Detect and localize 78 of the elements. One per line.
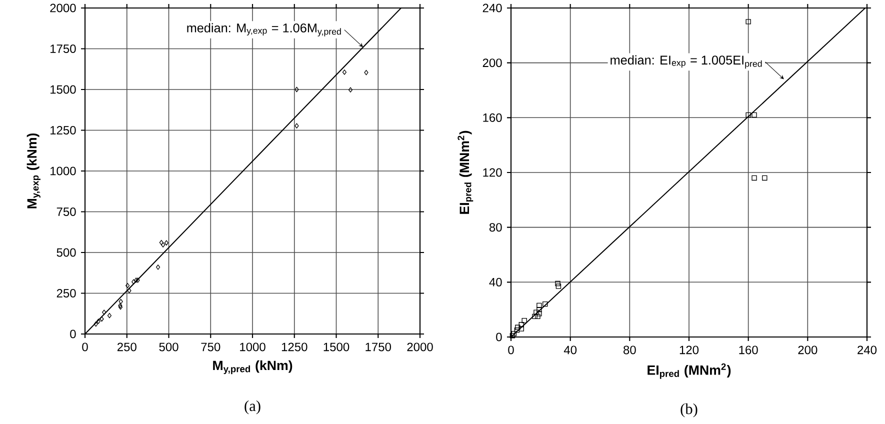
x-axis-title: M$_{y,pred}$ (kNm) xyxy=(213,360,292,374)
annotation: median: M$_{y,exp}$ = 1.06M$_{y,pred}$ xyxy=(187,23,341,36)
point xyxy=(342,70,346,75)
x-tick-label: 250 xyxy=(117,342,136,352)
y-tick-label: 120 xyxy=(483,168,502,177)
y-tick-label: 1000 xyxy=(50,166,76,176)
x-tick-label: 160 xyxy=(739,346,758,354)
x-tick-label: 750 xyxy=(201,342,220,352)
point xyxy=(102,310,106,315)
point xyxy=(535,314,540,320)
x-axis-title: EI$_{pred}$ (MNm$^{2}$) xyxy=(648,363,731,379)
x-tick-label: 1250 xyxy=(282,342,308,352)
x-tick-label: 1500 xyxy=(324,342,350,352)
x-tick-label: 1750 xyxy=(366,342,392,352)
point xyxy=(515,324,520,330)
y-tick-label: 1750 xyxy=(50,44,76,53)
point xyxy=(294,123,299,128)
point xyxy=(542,301,548,307)
y-tick-label: 80 xyxy=(489,223,502,232)
point xyxy=(161,242,166,248)
point xyxy=(746,112,751,118)
x-tick-label: 200 xyxy=(798,346,818,354)
point xyxy=(136,278,140,283)
y-tick-label: 750 xyxy=(56,207,76,216)
point xyxy=(348,87,353,92)
y-axis-title: EI$_{pred}$ (MNm$^{2}$) xyxy=(458,130,474,214)
point xyxy=(522,318,527,324)
point xyxy=(536,302,542,308)
x-tick-label: 80 xyxy=(624,346,636,354)
x-tick-label: 40 xyxy=(564,346,577,354)
x-tick-label: 120 xyxy=(680,346,699,354)
point xyxy=(518,326,524,332)
point xyxy=(556,284,562,289)
point xyxy=(536,306,542,312)
point xyxy=(536,311,542,316)
y-tick-label: 160 xyxy=(483,113,502,122)
point xyxy=(752,112,757,118)
point xyxy=(294,86,299,92)
annotation: median: EI$_{exp}$ = 1.005EI$_{pred}$ xyxy=(610,55,762,69)
point xyxy=(94,321,98,327)
point xyxy=(746,19,751,24)
point xyxy=(555,280,560,286)
point xyxy=(96,318,100,324)
point xyxy=(100,316,104,322)
point xyxy=(118,298,123,304)
point xyxy=(164,240,168,246)
x-tick-label: 500 xyxy=(159,342,178,352)
point xyxy=(514,328,520,333)
x-tick-label: 0 xyxy=(508,346,514,354)
x-tick-label: 240 xyxy=(858,346,877,354)
x-tick-label: 1000 xyxy=(240,342,266,352)
x-tick-label: 2000 xyxy=(407,342,433,352)
y-tick-label: 250 xyxy=(56,288,76,298)
y-tick-label: 1250 xyxy=(50,126,76,134)
point xyxy=(518,322,524,328)
point xyxy=(364,70,368,76)
y-tick-label: 40 xyxy=(489,278,502,286)
point xyxy=(762,175,768,181)
text: (a) xyxy=(244,400,260,414)
point xyxy=(107,312,112,318)
y-tick-label: 500 xyxy=(56,248,76,257)
point xyxy=(126,282,130,288)
y-tick-label: 200 xyxy=(482,58,502,68)
point xyxy=(156,264,160,270)
y-tick-label: 0 xyxy=(70,330,76,338)
point xyxy=(127,288,132,294)
point xyxy=(534,310,539,315)
y-tick-label: 0 xyxy=(496,332,502,342)
point xyxy=(134,278,138,283)
y-tick-label: 2000 xyxy=(50,4,76,12)
point xyxy=(752,175,757,181)
point xyxy=(532,314,538,320)
x-tick-label: 0 xyxy=(82,342,88,352)
y-tick-label: 240 xyxy=(482,4,502,12)
y-tick-label: 1500 xyxy=(50,85,76,94)
text: (b) xyxy=(680,403,698,418)
y-axis-title: M$_{y,exp}$ (kNm) xyxy=(26,133,40,208)
point xyxy=(159,240,164,246)
